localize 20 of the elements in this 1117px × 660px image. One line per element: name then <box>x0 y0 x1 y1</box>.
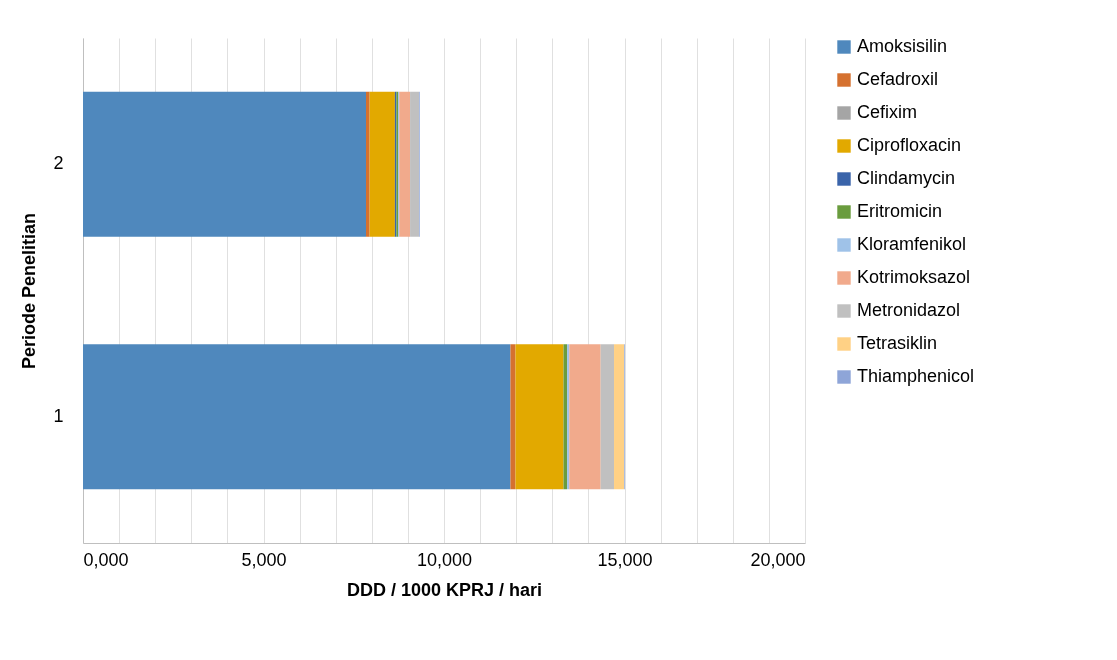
x-tick-label: 15,000 <box>597 549 653 570</box>
x-tick-label: 5,000 <box>241 549 287 570</box>
legend-label: Eritromicin <box>857 201 943 221</box>
legend-label: Thiamphenicol <box>857 366 975 386</box>
legend-label: Ciprofloxacin <box>857 135 962 155</box>
legend-label: Amoksisilin <box>857 36 948 56</box>
legend-label: Metronidazol <box>857 300 961 320</box>
legend-label: Cefadroxil <box>857 69 939 89</box>
y-tick-label: 1 <box>53 405 64 426</box>
legend-label: Tetrasiklin <box>857 333 938 353</box>
legend-label: Kotrimoksazol <box>857 267 971 287</box>
legend-label: Kloramfenikol <box>857 234 967 254</box>
y-tick-label: 2 <box>53 153 64 174</box>
y-axis-title: Periode Penelitian <box>19 212 40 370</box>
legend-label: Clindamycin <box>857 168 956 188</box>
x-tick-label: 10,000 <box>416 549 473 570</box>
legend-label: Cefixim <box>857 102 918 122</box>
x-tick-label: 20,000 <box>750 549 806 570</box>
x-axis-title: DDD / 1000 KPRJ / hari <box>346 579 543 600</box>
x-tick-label: 0,000 <box>83 549 129 570</box>
